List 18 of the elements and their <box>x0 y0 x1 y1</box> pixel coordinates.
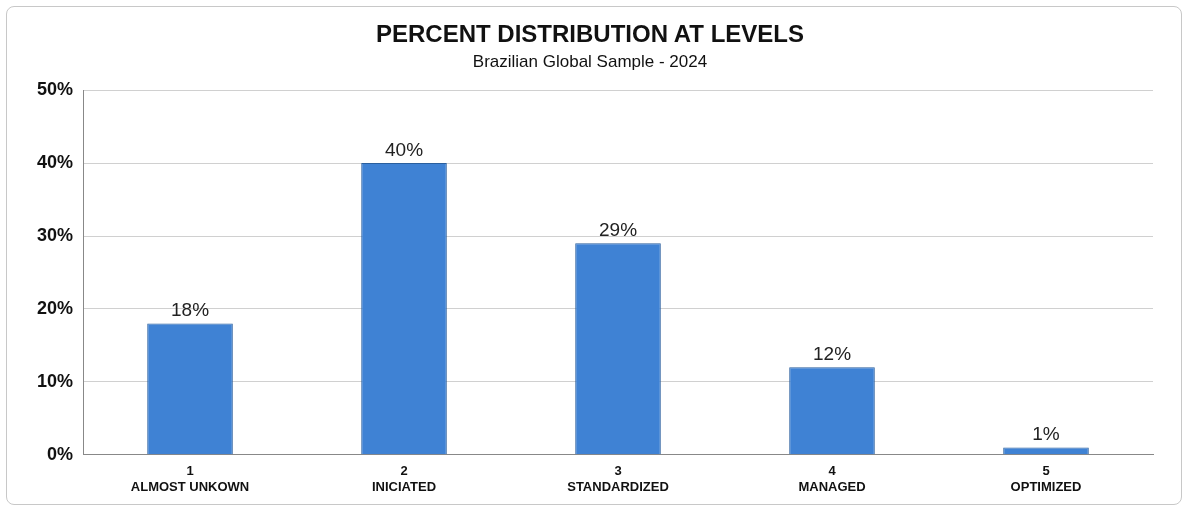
data-label: 12% <box>812 343 852 365</box>
y-tick-label: 40% <box>37 152 74 173</box>
x-tick-label: 4 MANAGED <box>798 463 866 494</box>
y-tick-label: 20% <box>37 297 74 318</box>
x-tick-label: 3 STANDARDIZED <box>567 463 669 494</box>
y-tick-label: 0% <box>47 443 74 464</box>
data-label: 18% <box>171 299 210 321</box>
chart-title: PERCENT DISTRIBUTION AT LEVELS <box>375 20 805 48</box>
y-tick-label: 30% <box>37 225 74 246</box>
y-tick-label: 10% <box>37 370 74 391</box>
y-tick-label: 50% <box>37 79 74 100</box>
data-label: 1% <box>1032 423 1060 445</box>
data-label: 29% <box>599 219 638 241</box>
x-tick-label: 5 OPTIMIZED <box>1010 463 1082 494</box>
chart-subtitle: Brazilian Global Sample - 2024 <box>472 51 708 71</box>
x-tick-label: 1 ALMOST UNKOWN <box>130 463 250 494</box>
data-label: 40% <box>385 138 424 160</box>
x-tick-label: 2 INICIATED <box>372 463 437 494</box>
